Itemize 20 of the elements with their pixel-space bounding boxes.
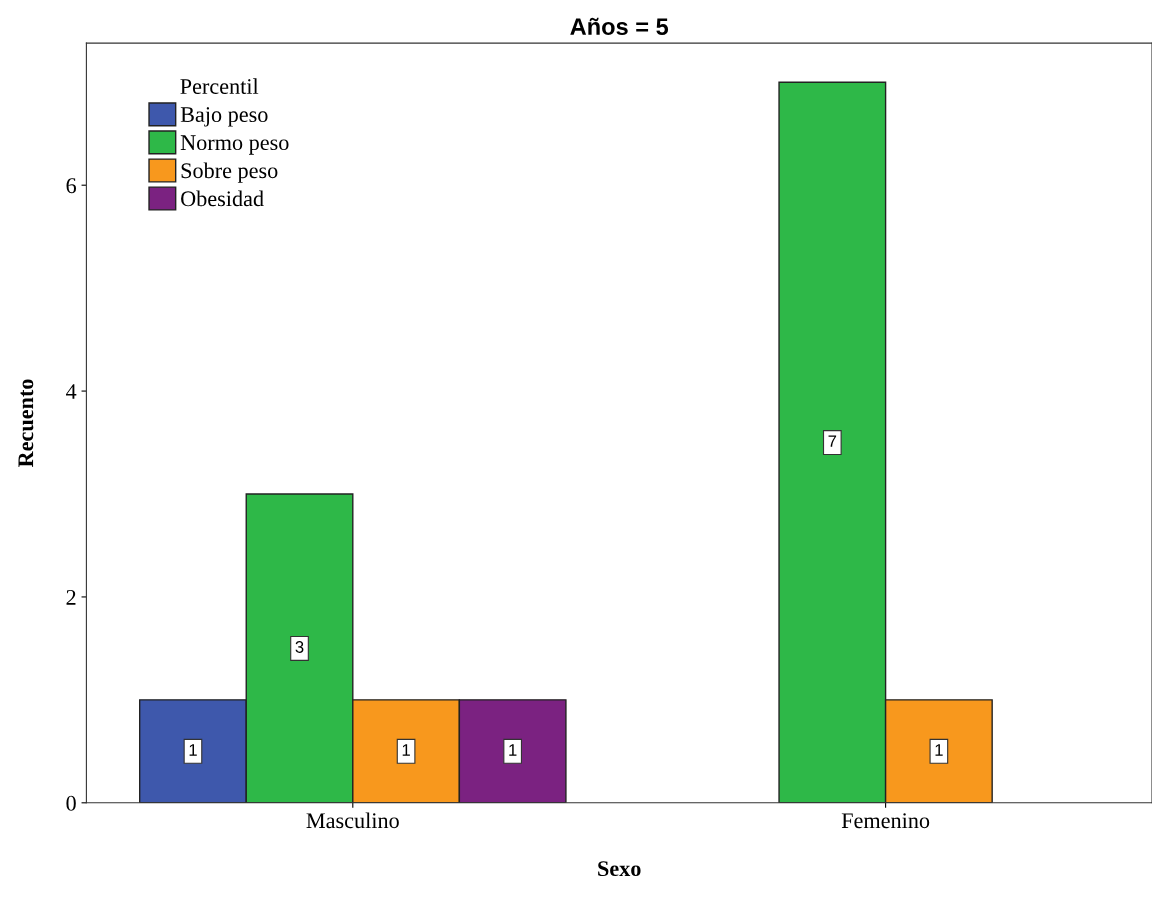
y-tick-label: 0: [66, 795, 76, 811]
x-tick-label: Masculino: [306, 812, 399, 829]
x-tick-label: Femenino: [841, 813, 930, 829]
x-axis-title: Sexo: [598, 861, 641, 877]
data-label: 1: [509, 744, 517, 756]
legend-title: Percentil: [180, 78, 259, 94]
y-axis-title: Recuento: [18, 379, 34, 468]
data-label: 1: [935, 744, 943, 756]
data-label: 1: [402, 744, 410, 756]
data-label: 7: [828, 435, 837, 447]
legend-label: Bajo peso: [180, 107, 268, 127]
data-label: 3: [295, 641, 304, 653]
legend-label: Sobre peso: [181, 162, 278, 183]
y-tick-label: 4: [66, 384, 77, 399]
legend-label: Normo peso: [180, 135, 289, 155]
legend-label: Obesidad: [181, 190, 264, 207]
chart-title: Años = 5: [570, 17, 669, 36]
data-label: 1: [189, 744, 197, 756]
y-tick-label: 6: [66, 178, 77, 194]
y-tick-label: 2: [66, 589, 76, 605]
